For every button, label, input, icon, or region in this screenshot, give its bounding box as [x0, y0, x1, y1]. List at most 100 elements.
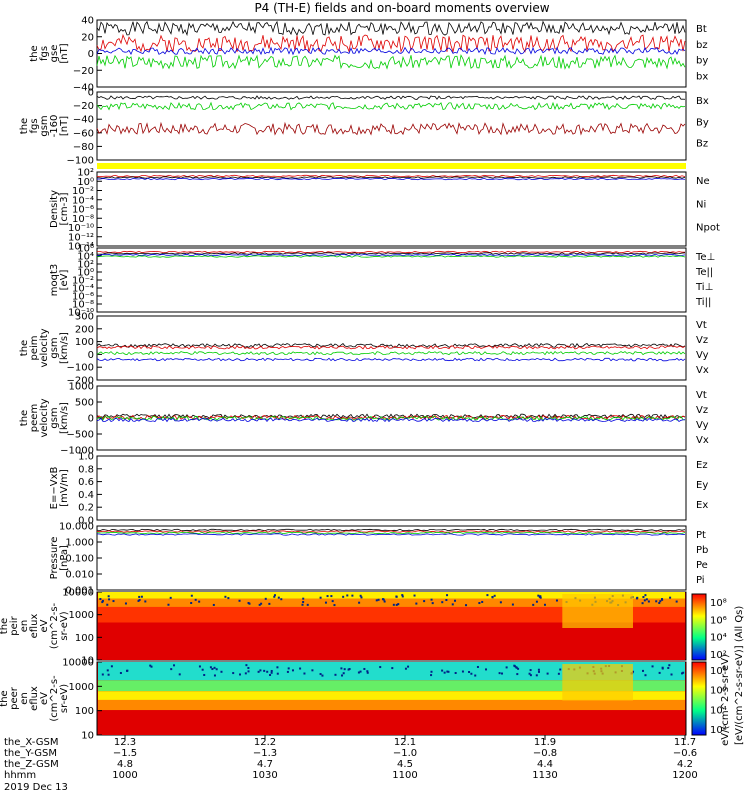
- colorbar-tick-label: 10²: [710, 725, 727, 736]
- heatmap-pixel: [441, 601, 444, 604]
- x-axis-value: 12.1: [394, 737, 416, 748]
- heatmap-pixel: [381, 598, 384, 601]
- x-axis-value: 12.3: [114, 737, 136, 748]
- series-line-Vx: [96, 417, 686, 423]
- heatmap-pixel: [190, 594, 193, 597]
- y-axis-label: the peem velocity gsm [km/s]: [19, 398, 70, 437]
- y-tick-label: 10⁴: [77, 252, 94, 263]
- heatmap-pixel: [535, 600, 538, 603]
- y-tick-label: 20: [81, 32, 94, 43]
- y-tick-label: 0.8: [78, 464, 94, 475]
- panel-efield: 1.00.8 0.6 0.4 0.2 0.0 E=−VxB [mV/m] Ez Ey Ex: [49, 452, 708, 527]
- heatmap-pixel: [539, 595, 542, 598]
- heatmap-pixel: [306, 603, 309, 606]
- heatmap-pixel: [124, 602, 127, 605]
- heatmap-pixel: [270, 671, 273, 674]
- y-tick-label: 10⁻²: [72, 186, 94, 197]
- y-axis-label-line: [nT]: [59, 43, 70, 63]
- y-axis-label-line: the: [0, 690, 10, 706]
- y-tick-label: 10⁻⁶: [72, 292, 94, 303]
- heatmap-pixel: [266, 670, 269, 673]
- series-line-Te||: [97, 252, 686, 255]
- heatmap-pixel: [270, 669, 273, 672]
- heatmap-pixel: [505, 666, 508, 669]
- legend-bz: bz: [696, 40, 708, 51]
- y-axis-label-line: en: [19, 692, 30, 705]
- heatmap-pixel: [407, 665, 410, 668]
- colorbar-tick-label: 10²: [710, 650, 727, 661]
- y-axis-label-line: [nT]: [59, 116, 70, 136]
- heatmap-pixel: [101, 673, 104, 676]
- heatmap-pixel: [532, 603, 535, 606]
- y-tick-label: 10²: [77, 168, 94, 179]
- heatmap-pixel: [178, 673, 181, 676]
- series-line-By: [96, 101, 686, 111]
- heatmap-pixel: [643, 599, 646, 602]
- x-axis-value: 11.9: [534, 737, 556, 748]
- heatmap-pixel: [515, 666, 518, 669]
- heatmap-pixel: [641, 602, 644, 605]
- y-tick-label: 0.010: [65, 570, 94, 581]
- y-tick-label: −100: [67, 156, 94, 167]
- heatmap-pixel: [302, 600, 305, 603]
- heatmap-pixel: [101, 599, 104, 602]
- heatmap-pixel: [276, 672, 279, 675]
- heatmap-pixel: [655, 600, 658, 603]
- y-axis-label-line: gsm: [39, 115, 50, 136]
- heatmap-pixel: [513, 665, 516, 668]
- heatmap-band: [98, 598, 685, 607]
- heatmap-pixel: [511, 603, 514, 606]
- heatmap-pixel: [670, 673, 673, 676]
- x-axis-value: 4.7: [257, 759, 273, 770]
- y-tick-label: 10⁰: [77, 268, 94, 279]
- y-tick-label: 10⁻¹²: [68, 232, 94, 243]
- heatmap-pixel: [287, 667, 290, 670]
- y-axis-label: the peer en eflux eV (cm^2-s-sr-eV): [0, 675, 70, 722]
- y-tick-label: 0: [88, 88, 94, 99]
- x-axis-value: 1100: [392, 770, 417, 781]
- heatmap-pixel: [277, 596, 280, 599]
- heatmap-pixel: [401, 594, 404, 597]
- heatmap-pixel: [516, 673, 519, 676]
- legend-Bt: Bt: [696, 24, 707, 35]
- heatmap-pixel: [669, 596, 672, 599]
- heatmap-pixel: [340, 667, 343, 670]
- heatmap-pixel: [661, 667, 664, 670]
- legend-Npot: Npot: [696, 223, 720, 234]
- y-axis-label-line: sr-eV): [59, 611, 70, 640]
- heatmap-pixel: [498, 672, 501, 675]
- legend-Pi: Pi: [696, 575, 705, 586]
- y-tick-label: 10000: [62, 588, 94, 599]
- legend-Ez: Ez: [696, 460, 708, 471]
- heatmap-pixel: [245, 664, 248, 667]
- y-axis-label-line: eflux: [29, 686, 40, 711]
- y-axis-label: the peir en eflux eV (cm^2-s-sr-eV): [0, 602, 70, 649]
- y-axis-label-line: en: [19, 620, 30, 633]
- heatmap-pixel: [106, 669, 109, 672]
- heatmap-pixel: [268, 602, 271, 605]
- x-axis-value: −0.8: [533, 748, 557, 759]
- heatmap-pixel: [357, 671, 360, 674]
- heatmap-pixel: [423, 600, 426, 603]
- y-tick-label: 1000: [69, 682, 94, 693]
- heatmap-pixel: [366, 670, 369, 673]
- heatmap-pixel: [101, 601, 104, 604]
- panel-frame: [96, 247, 687, 313]
- y-tick-label: 10⁶: [77, 244, 94, 255]
- heatmap-pixel: [430, 670, 433, 673]
- x-axis-row-label: the_Z-GSM: [4, 759, 59, 770]
- heatmap-pixel: [529, 669, 532, 672]
- y-tick-label: 10⁻⁸: [72, 214, 94, 225]
- colorbar-segment: [691, 661, 707, 736]
- y-tick-label: 300: [75, 312, 94, 323]
- y-tick-label: 10000: [62, 658, 94, 669]
- legend-Ni: Ni: [696, 199, 706, 210]
- colorbar-tick-label: 10⁸: [710, 666, 727, 677]
- series-line-Bt: [96, 20, 686, 37]
- heatmap-pixel: [257, 670, 260, 673]
- heatmap-pixel: [264, 597, 267, 600]
- heatmap-pixel: [227, 597, 230, 600]
- legend-Te||: Te||: [695, 267, 713, 278]
- series-line-Bz: [96, 121, 686, 136]
